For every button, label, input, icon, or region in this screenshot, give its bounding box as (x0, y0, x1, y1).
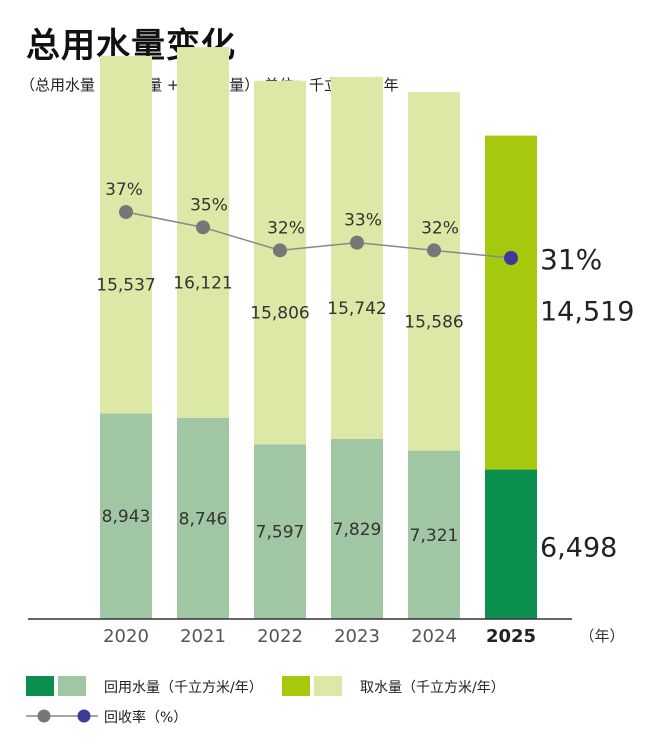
rate-label-2024: 32% (421, 218, 459, 238)
label-withdrawal-2022: 15,806 (250, 304, 309, 324)
rate-line (125, 211, 512, 259)
rate-point-2024 (427, 243, 441, 258)
rate-label-2023: 33% (344, 211, 382, 231)
rate-point-2021 (196, 220, 210, 235)
rate-label-2025: 31% (540, 243, 602, 276)
bar-recycled-2024 (408, 450, 460, 619)
rate-label-2022: 32% (267, 218, 305, 238)
label-recycled-2024: 7,321 (410, 526, 459, 546)
label-recycled-2023: 7,829 (333, 520, 382, 540)
x-tick-2021: 2021 (180, 626, 226, 647)
label-recycled-2021: 8,746 (179, 509, 228, 529)
label-withdrawal-2021: 16,121 (173, 273, 232, 293)
bar-recycled-2025 (485, 469, 537, 619)
label-withdrawal-2025: 14,519 (540, 297, 634, 328)
label-withdrawal-2020: 15,537 (96, 276, 155, 296)
label-recycled-2020: 8,943 (102, 507, 151, 527)
legend-label-rate: 回收率（%） (104, 710, 188, 726)
rate-point-2023 (350, 235, 364, 250)
x-tick-2022: 2022 (257, 626, 303, 647)
x-axis-unit: （年） (579, 627, 624, 645)
rate-point-2020 (119, 205, 133, 219)
legend-swatch-recycled (58, 676, 86, 696)
rate-point-2022 (273, 243, 287, 258)
bar-recycled-2022 (254, 444, 306, 619)
rate-label-2021: 35% (190, 195, 228, 215)
bar-withdrawal-2023 (331, 76, 383, 439)
bar-recycled-2020 (100, 413, 152, 619)
bar-withdrawal-2025 (485, 135, 537, 470)
legend-label-withdrawal: 取水量（千立方米/年） (360, 680, 505, 696)
label-withdrawal-2024: 15,586 (404, 312, 463, 332)
rate-point-2025 (504, 251, 518, 265)
x-tick-2024: 2024 (411, 626, 457, 647)
legend-swatch-recycled-highlight (26, 676, 54, 696)
legend-swatch-withdrawal (314, 676, 342, 696)
bar-withdrawal-2020 (100, 55, 152, 414)
legend-rate-marker (26, 709, 98, 723)
x-tick-2020: 2020 (103, 626, 149, 647)
bar-recycled-2023 (331, 438, 383, 619)
label-recycled-2022: 7,597 (256, 523, 305, 543)
rate-label-2020: 37% (105, 180, 143, 200)
label-withdrawal-2023: 15,742 (327, 299, 386, 319)
x-tick-2023: 2023 (334, 626, 380, 647)
legend-swatch-withdrawal-highlight (282, 676, 310, 696)
bar-withdrawal-2024 (408, 92, 460, 451)
bar-withdrawal-2022 (254, 80, 306, 445)
legend-label-recycled: 回用水量（千立方米/年） (104, 680, 263, 696)
label-recycled-2025: 6,498 (540, 532, 617, 563)
x-tick-2025: 2025 (486, 626, 536, 647)
bar-recycled-2021 (177, 417, 229, 619)
